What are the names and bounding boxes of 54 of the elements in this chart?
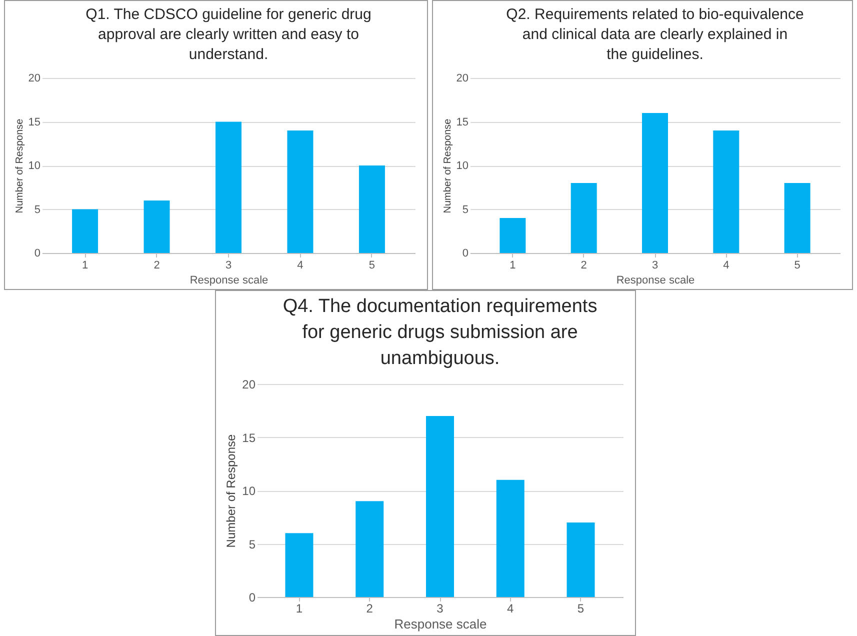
x-tick-label: 3 xyxy=(436,602,444,616)
y-tick-label: 5 xyxy=(34,204,40,216)
y-axis-title: Number of Response xyxy=(14,118,26,214)
bar xyxy=(72,209,98,253)
x-tick-label: 1 xyxy=(82,260,88,272)
x-tick-label: 5 xyxy=(794,260,800,272)
y-tick-label: 0 xyxy=(248,590,256,604)
bar xyxy=(642,113,668,253)
x-axis-title: Response scale xyxy=(616,274,695,286)
bar xyxy=(358,166,385,253)
bar xyxy=(356,501,384,597)
x-tick-label: 3 xyxy=(652,260,658,272)
bar xyxy=(287,130,314,253)
y-tick-label: 0 xyxy=(462,248,468,260)
y-tick-label: 20 xyxy=(28,72,40,84)
x-tick-label: 4 xyxy=(507,602,514,616)
bar xyxy=(570,183,597,253)
chart-title: Q1. The CDSCO guideline for generic drug approval are clearly written and easy to understand. xyxy=(86,6,372,63)
x-tick-label: 4 xyxy=(297,260,304,272)
x-tick-label: 2 xyxy=(580,260,587,272)
y-tick-label: 15 xyxy=(456,116,468,128)
x-tick-label: 4 xyxy=(723,260,730,272)
y-tick-label: 15 xyxy=(242,430,256,445)
y-axis-title: Number of Response xyxy=(224,434,238,548)
x-tick-label: 2 xyxy=(154,260,160,272)
x-axis-title: Response scale xyxy=(190,274,268,286)
x-tick-label: 1 xyxy=(510,260,516,272)
bar xyxy=(784,183,810,253)
y-tick-label: 15 xyxy=(28,116,40,128)
bar xyxy=(285,533,314,597)
x-tick-label: 5 xyxy=(368,260,376,272)
y-tick-label: 5 xyxy=(248,537,256,552)
x-tick-label: 5 xyxy=(577,602,584,616)
bar xyxy=(566,522,595,597)
y-tick-label: 10 xyxy=(242,484,256,498)
y-tick-label: 0 xyxy=(34,248,40,260)
x-tick-label: 1 xyxy=(296,602,303,616)
y-tick-label: 10 xyxy=(28,160,40,172)
x-tick-label: 3 xyxy=(225,260,232,272)
y-tick-label: 10 xyxy=(456,160,468,172)
bar xyxy=(426,416,454,597)
bar xyxy=(496,480,524,597)
bar xyxy=(144,200,170,253)
y-tick-label: 20 xyxy=(456,72,468,84)
x-axis-title: Response scale xyxy=(394,616,487,632)
chart-title: Q2. Requirements related to bio-equivalence and clinical data are clearly explained in the guidelines. xyxy=(506,6,804,63)
y-axis-title: Number of Response xyxy=(442,118,454,214)
bar xyxy=(500,218,526,253)
chart-title: Q4. The documentation requirements for generic drugs submission are unambiguous. xyxy=(282,296,598,369)
bar xyxy=(216,122,242,253)
y-tick-label: 20 xyxy=(242,378,256,392)
bar xyxy=(713,130,740,253)
x-tick-label: 2 xyxy=(366,602,374,616)
y-tick-label: 5 xyxy=(462,204,468,216)
